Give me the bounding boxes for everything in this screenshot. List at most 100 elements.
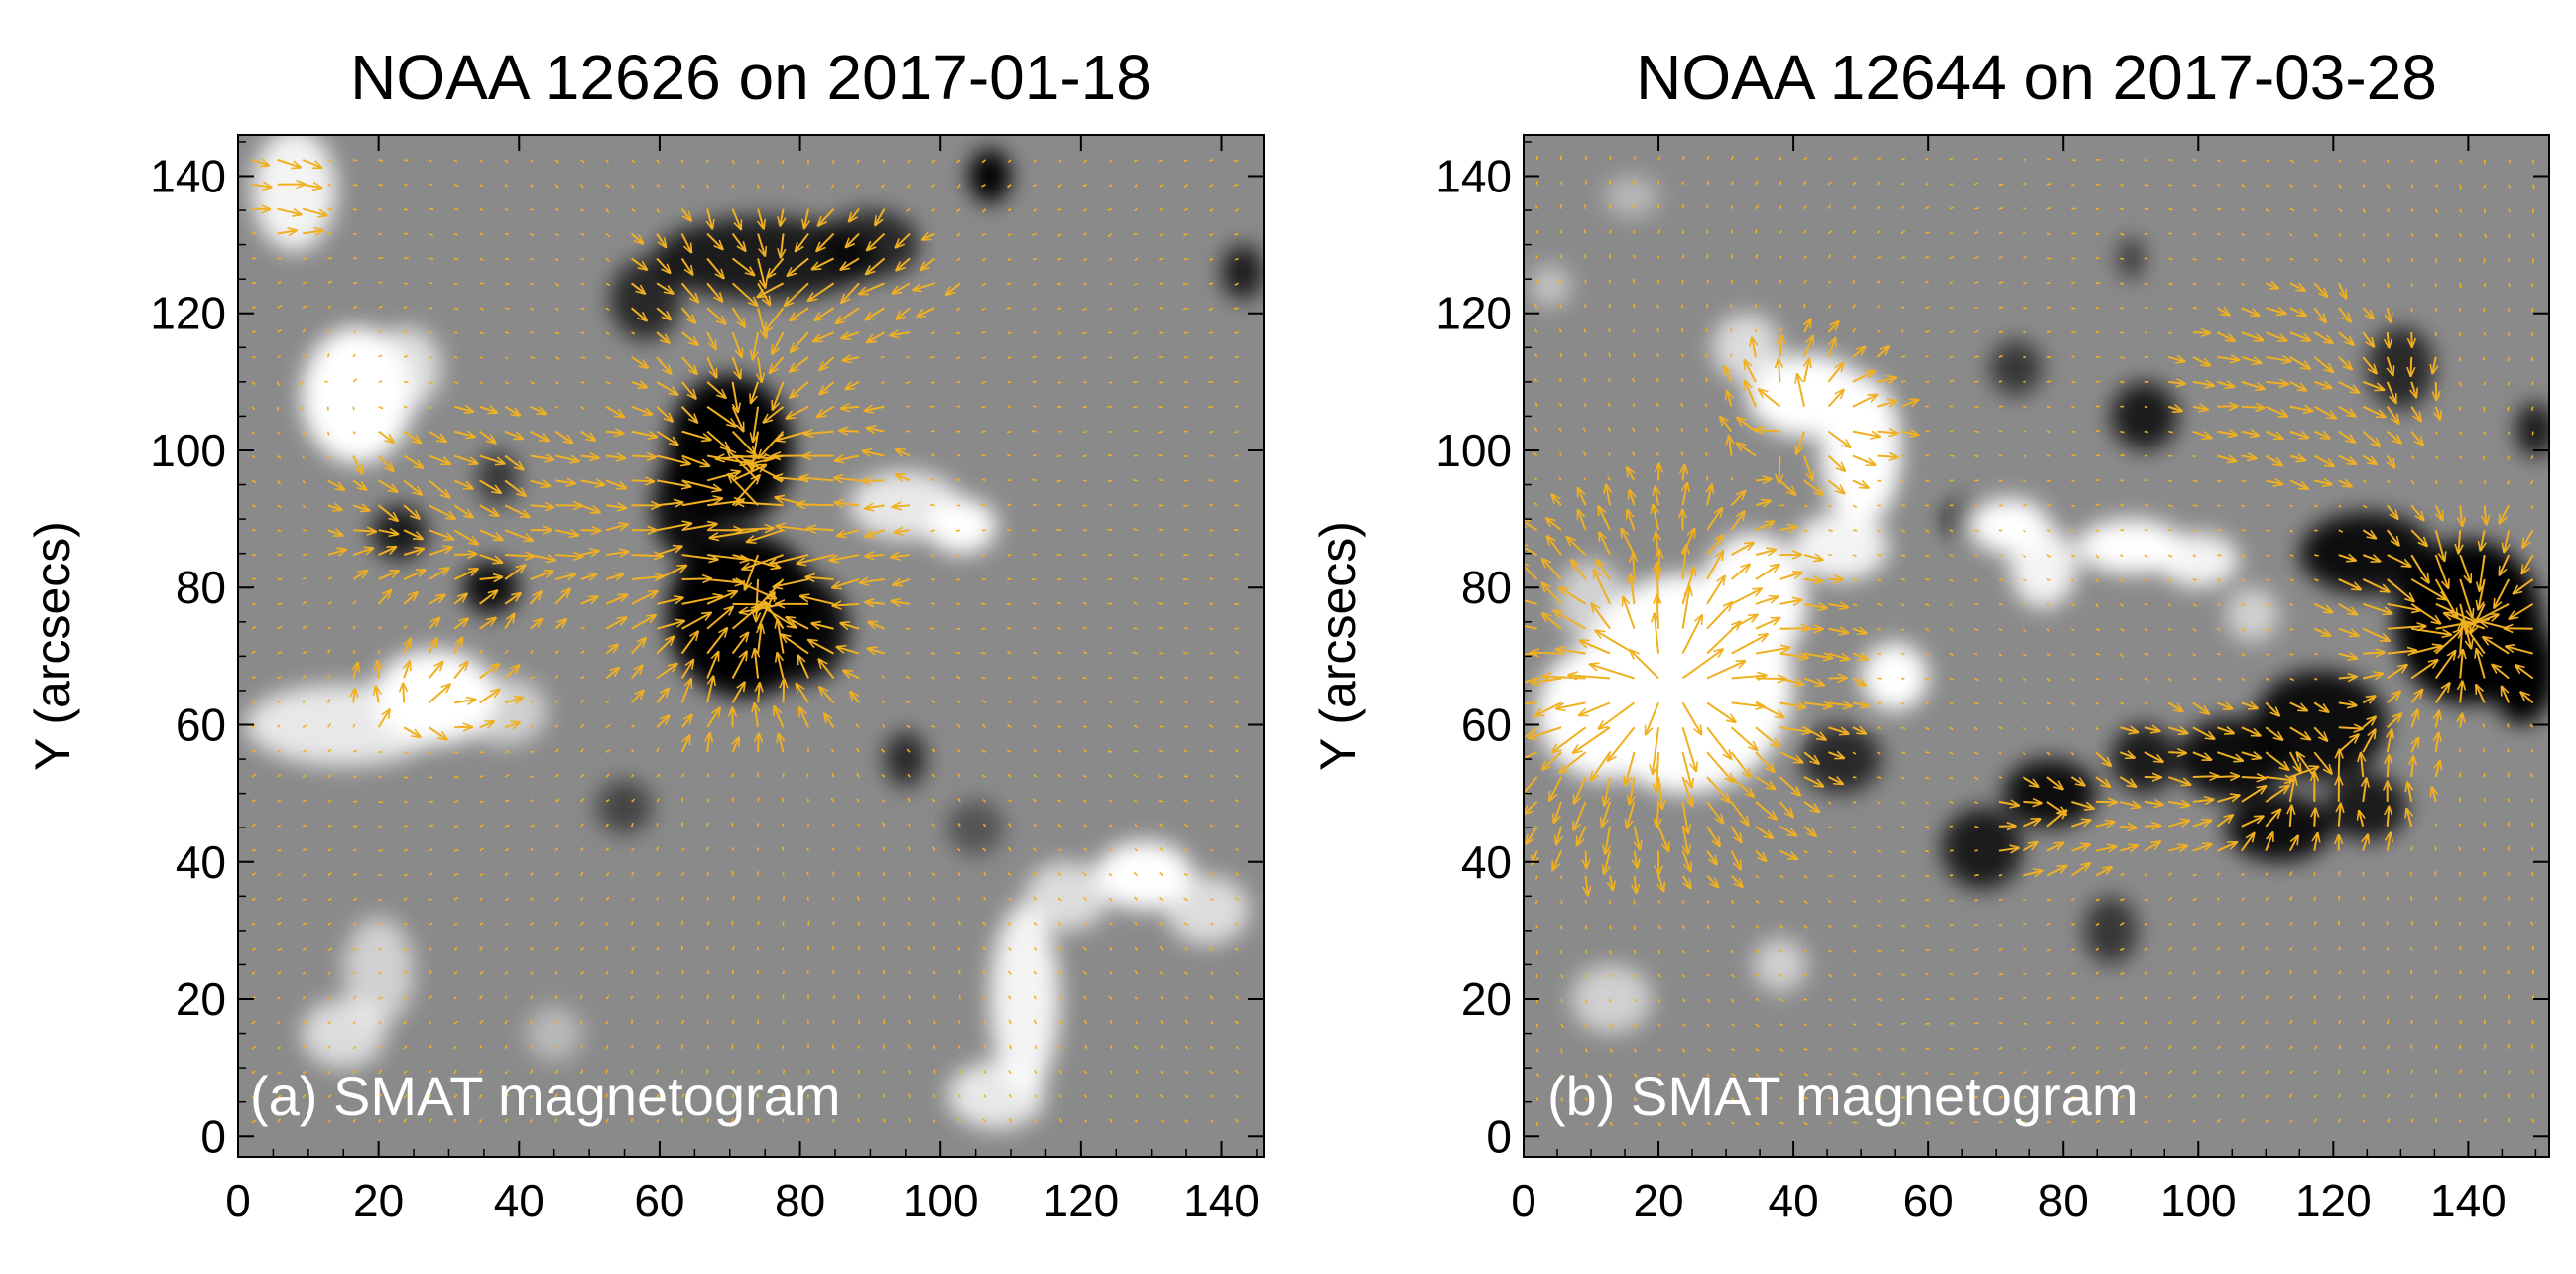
- field-vector: [1681, 529, 1695, 556]
- field-vector: [1032, 602, 1037, 605]
- field-vector: [1209, 257, 1214, 262]
- field-vector: [479, 529, 503, 540]
- field-vector: [453, 381, 459, 385]
- field-vector: [1182, 307, 1188, 311]
- field-vector: [1082, 799, 1087, 803]
- black-patch: [2083, 896, 2139, 965]
- field-vector: [1159, 676, 1164, 680]
- field-vector: [857, 921, 860, 926]
- field-vector: [812, 257, 835, 269]
- field-vector: [352, 723, 356, 728]
- field-vector: [1056, 479, 1062, 483]
- field-vector: [2458, 797, 2461, 803]
- field-vector: [1608, 452, 1611, 456]
- field-vector: [882, 872, 886, 876]
- field-vector: [605, 896, 610, 901]
- field-vector: [1730, 229, 1734, 234]
- field-vector: [656, 747, 660, 753]
- field-vector: [907, 159, 911, 164]
- field-vector: [931, 872, 936, 877]
- field-vector: [504, 1044, 508, 1050]
- x-tick-label: 20: [1633, 1175, 1683, 1226]
- field-vector: [1730, 973, 1736, 978]
- field-vector: [580, 257, 585, 261]
- x-tick-label: 40: [1769, 1175, 1819, 1226]
- field-vector: [2434, 871, 2437, 876]
- field-vector: [327, 872, 332, 877]
- field-vector: [1584, 1073, 1588, 1079]
- field-vector: [2023, 479, 2026, 483]
- field-vector: [2095, 207, 2100, 211]
- field-vector: [1755, 701, 1784, 717]
- field-vector: [2314, 554, 2319, 557]
- field-vector: [579, 847, 584, 852]
- field-vector: [1058, 1019, 1062, 1025]
- field-vector: [908, 1117, 911, 1123]
- field-vector: [1158, 799, 1164, 803]
- field-vector: [1737, 418, 1757, 433]
- field-vector: [302, 848, 307, 852]
- field-vector: [981, 774, 986, 778]
- field-vector: [1852, 1023, 1857, 1026]
- field-vector: [479, 618, 496, 630]
- field-vector: [377, 649, 381, 654]
- field-vector: [403, 430, 421, 444]
- field-vector: [429, 848, 433, 852]
- field-vector: [1209, 774, 1214, 778]
- field-vector: [882, 159, 886, 164]
- field-vector: [680, 257, 693, 274]
- field-vector: [1998, 874, 2003, 877]
- field-vector: [1183, 232, 1188, 237]
- field-vector: [530, 946, 534, 951]
- field-vector: [777, 653, 785, 679]
- field-vector: [327, 971, 331, 975]
- field-vector: [1135, 1094, 1139, 1098]
- field-vector: [1731, 1073, 1736, 1078]
- field-vector: [1706, 826, 1720, 846]
- field-vector: [1680, 304, 1684, 309]
- field-vector: [504, 566, 525, 580]
- field-vector: [1720, 417, 1733, 433]
- field-vector: [933, 1045, 936, 1049]
- field-vector: [955, 331, 961, 335]
- field-vector: [1160, 1070, 1164, 1075]
- field-vector: [1082, 504, 1087, 507]
- field-vector: [630, 307, 647, 320]
- field-vector: [403, 570, 425, 580]
- field-vector: [327, 159, 331, 162]
- field-vector: [479, 664, 500, 680]
- field-vector: [2046, 430, 2051, 433]
- field-vector: [656, 689, 669, 704]
- field-vector: [2217, 504, 2221, 507]
- field-vector: [1681, 1073, 1686, 1078]
- field-vector: [706, 1020, 710, 1025]
- field-vector: [1033, 774, 1038, 778]
- field-vector: [1730, 254, 1734, 259]
- field-vector: [1803, 529, 1808, 533]
- field-vector: [478, 946, 483, 951]
- field-vector: [656, 621, 684, 630]
- field-vector: [1559, 451, 1562, 456]
- field-vector: [955, 478, 961, 482]
- field-vector: [403, 825, 408, 828]
- field-vector: [1006, 307, 1012, 310]
- field-vector: [866, 257, 886, 274]
- field-vector: [757, 797, 760, 803]
- field-vector: [252, 577, 257, 580]
- field-vector: [428, 479, 450, 497]
- field-vector: [530, 676, 536, 680]
- field-vector: [453, 569, 478, 580]
- field-vector: [1007, 331, 1012, 335]
- field-vector: [1680, 451, 1684, 456]
- field-vector: [554, 824, 559, 828]
- field-vector: [1182, 282, 1188, 286]
- field-vector: [554, 574, 575, 579]
- field-vector: [403, 306, 408, 309]
- black-patch: [820, 210, 920, 280]
- field-vector: [2120, 159, 2125, 162]
- field-vector: [706, 591, 737, 605]
- field-vector: [857, 871, 860, 876]
- field-vector: [277, 947, 283, 951]
- field-vector: [453, 700, 475, 702]
- black-patch: [1221, 244, 1264, 300]
